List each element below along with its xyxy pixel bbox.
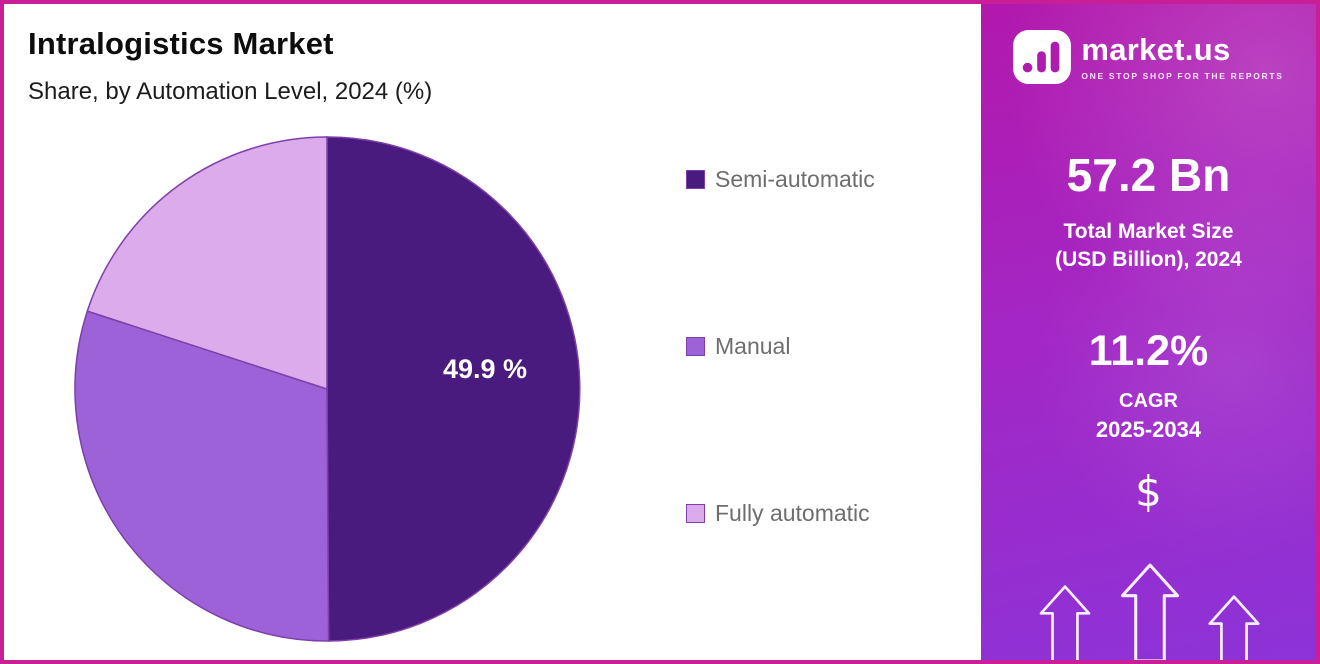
legend-item-semi-automatic: Semi-automatic	[686, 166, 875, 193]
pie-slices	[74, 136, 581, 642]
pie-slice-semi-automatic	[326, 136, 581, 642]
pie-chart: 49.9 %	[74, 136, 581, 642]
brand-name: market.us	[1081, 31, 1231, 67]
cagr-label: CAGR	[1119, 389, 1178, 412]
pie-slice-fully-automatic	[86, 136, 328, 391]
pie-slice-value-label: 49.9 %	[443, 354, 527, 384]
legend-swatch-semi-automatic	[686, 170, 705, 189]
growth-arrow-icon	[1207, 595, 1260, 660]
brand: market.us ONE STOP SHOP FOR THE REPORTS	[981, 30, 1316, 84]
dollar-icon: $	[1135, 466, 1162, 516]
legend-swatch-manual	[686, 337, 705, 356]
legend-label-manual: Manual	[715, 333, 791, 359]
cagr-period: 2025-2034	[1095, 416, 1202, 442]
legend-label-semi-automatic: Semi-automatic	[715, 166, 875, 192]
growth-arrow-icon	[1039, 585, 1090, 660]
legend-item-manual: Manual	[686, 333, 875, 360]
legend-label-fully-automatic: Fully automatic	[715, 500, 870, 526]
market-size-label-line2: (USD Billion), 2024	[1055, 248, 1242, 272]
brand-tagline: ONE STOP SHOP FOR THE REPORTS	[1081, 70, 1284, 81]
legend-item-fully-automatic: Fully automatic	[686, 500, 875, 527]
sidebar-panel: market.us ONE STOP SHOP FOR THE REPORTS …	[981, 4, 1316, 660]
chart-title: Intralogistics Market	[28, 26, 334, 61]
pie-slice-manual	[74, 310, 330, 642]
market-size-label-line1: Total Market Size	[1063, 220, 1234, 243]
growth-arrows	[981, 562, 1316, 660]
legend-swatch-fully-automatic	[686, 504, 705, 523]
chart-subtitle: Share, by Automation Level, 2024 (%)	[28, 78, 433, 105]
market-size-label: Total Market Size (USD Billion), 2024	[981, 218, 1316, 275]
chart-area: Intralogistics Market Share, by Automati…	[4, 4, 981, 660]
legend: Semi-automatic Manual Fully automatic	[686, 166, 875, 527]
marketus-logo-icon	[1013, 30, 1072, 84]
cagr-value: 11.2%	[1088, 326, 1209, 375]
brand-text: market.us ONE STOP SHOP FOR THE REPORTS	[1081, 34, 1283, 81]
growth-arrow-icon	[1120, 563, 1179, 660]
market-size-value: 57.2 Bn	[1066, 149, 1231, 201]
